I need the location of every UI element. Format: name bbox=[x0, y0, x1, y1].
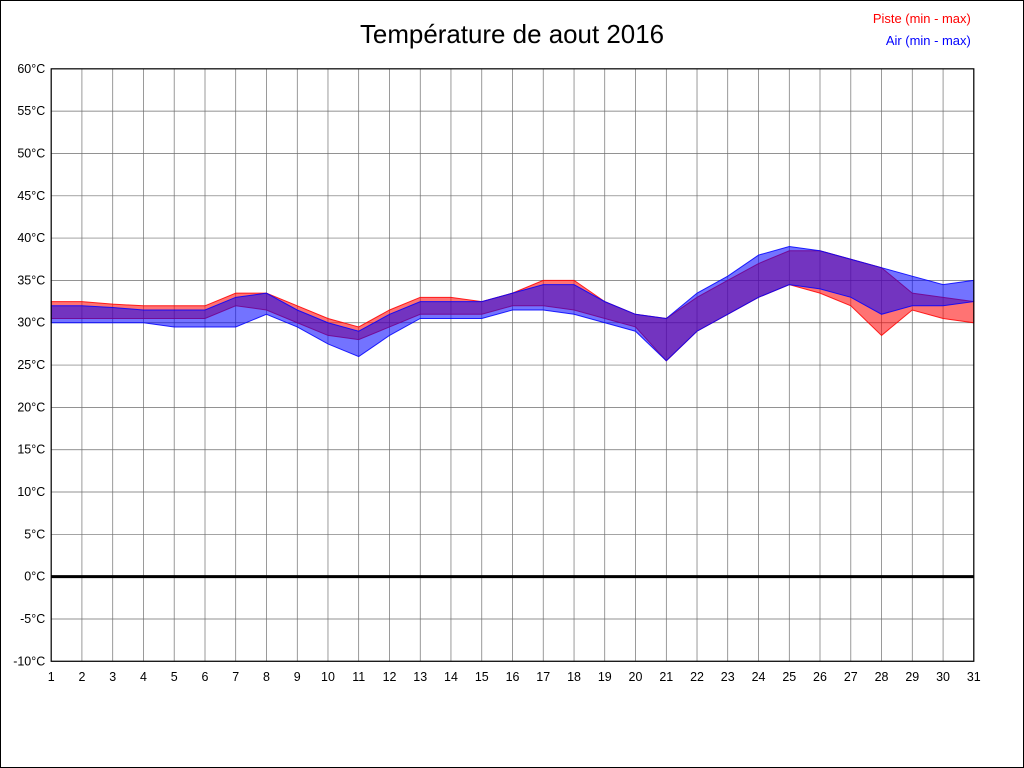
x-tick-label: 18 bbox=[567, 670, 581, 684]
y-tick-label: 0°C bbox=[24, 570, 45, 584]
x-tick-label: 14 bbox=[444, 670, 458, 684]
x-tick-label: 22 bbox=[690, 670, 704, 684]
x-tick-label: 23 bbox=[721, 670, 735, 684]
y-tick-label: 35°C bbox=[17, 273, 45, 287]
x-tick-label: 13 bbox=[413, 670, 427, 684]
x-tick-label: 16 bbox=[506, 670, 520, 684]
x-tick-label: 5 bbox=[171, 670, 178, 684]
x-tick-label: 2 bbox=[78, 670, 85, 684]
x-tick-label: 30 bbox=[936, 670, 950, 684]
y-tick-label: 50°C bbox=[17, 146, 45, 160]
chart-title: Température de aout 2016 bbox=[360, 21, 664, 49]
x-tick-label: 6 bbox=[202, 670, 209, 684]
plot-border bbox=[50, 68, 975, 662]
x-tick-label: 24 bbox=[752, 670, 766, 684]
x-tick-label: 28 bbox=[875, 670, 889, 684]
y-tick-label: 45°C bbox=[17, 189, 45, 203]
legend-air: Air (min - max) bbox=[886, 33, 971, 48]
x-tick-label: 15 bbox=[475, 670, 489, 684]
x-tick-label: 25 bbox=[782, 670, 796, 684]
x-tick-label: 20 bbox=[629, 670, 643, 684]
y-tick-label: 60°C bbox=[17, 62, 45, 76]
x-tick-label: 19 bbox=[598, 670, 612, 684]
x-tick-label: 21 bbox=[659, 670, 673, 684]
y-tick-label: -5°C bbox=[20, 612, 45, 626]
y-tick-label: 55°C bbox=[17, 104, 45, 118]
x-tick-label: 17 bbox=[536, 670, 550, 684]
x-tick-label: 4 bbox=[140, 670, 147, 684]
y-tick-label: 30°C bbox=[17, 316, 45, 330]
y-tick-label: 10°C bbox=[17, 485, 45, 499]
x-tick-label: 10 bbox=[321, 670, 335, 684]
y-tick-label: 40°C bbox=[17, 231, 45, 245]
x-tick-label: 8 bbox=[263, 670, 270, 684]
x-tick-label: 27 bbox=[844, 670, 858, 684]
x-tick-label: 9 bbox=[294, 670, 301, 684]
x-tick-label: 31 bbox=[967, 670, 981, 684]
x-tick-label: 3 bbox=[109, 670, 116, 684]
y-tick-label: 5°C bbox=[24, 527, 45, 541]
x-tick-label: 11 bbox=[352, 670, 365, 684]
legend-piste: Piste (min - max) bbox=[873, 11, 971, 26]
plot-area: 60°C55°C50°C45°C40°C35°C30°C25°C20°C15°C… bbox=[13, 62, 981, 684]
x-tick-label: 12 bbox=[383, 670, 397, 684]
y-tick-label: 20°C bbox=[17, 400, 45, 414]
x-tick-label: 7 bbox=[232, 670, 239, 684]
x-tick-label: 1 bbox=[48, 670, 55, 684]
x-tick-label: 26 bbox=[813, 670, 827, 684]
y-tick-label: -10°C bbox=[13, 654, 45, 668]
y-tick-label: 15°C bbox=[17, 443, 45, 457]
x-tick-label: 29 bbox=[905, 670, 919, 684]
y-tick-label: 25°C bbox=[17, 358, 45, 372]
